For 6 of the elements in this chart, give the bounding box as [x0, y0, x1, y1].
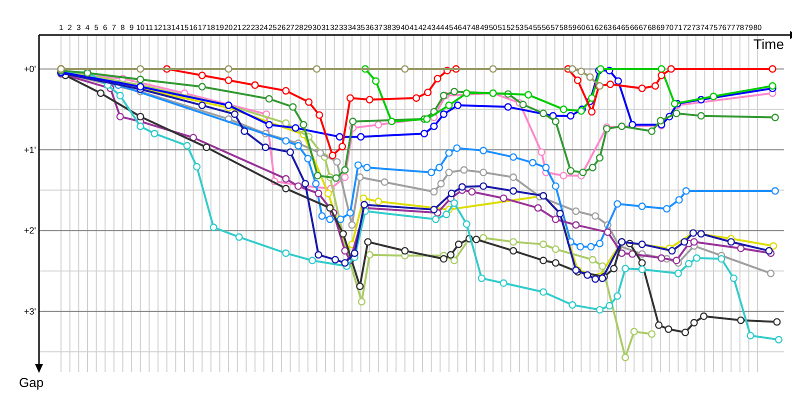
y-tick-label: +3' [24, 306, 36, 316]
x-axis-title: Time [753, 36, 784, 52]
y-axis-title: Gap [19, 375, 44, 390]
y-tick-label: +1' [24, 144, 36, 155]
y-tick-label: +0' [24, 64, 36, 74]
y-tick-label: +2' [24, 226, 36, 236]
